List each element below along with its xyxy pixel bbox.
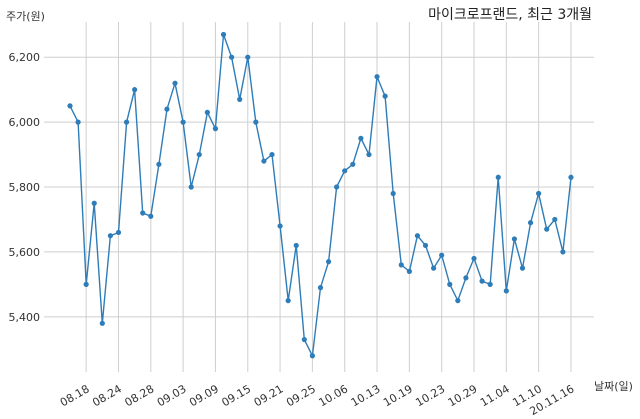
data-point [67, 103, 73, 109]
data-point [164, 106, 170, 112]
data-point [358, 135, 364, 141]
data-point [342, 168, 348, 174]
data-point [552, 216, 558, 223]
data-point [261, 158, 267, 164]
data-point [140, 210, 146, 216]
data-point [350, 161, 356, 167]
x-tick-label: 10.19 [381, 382, 415, 409]
data-point [253, 119, 259, 125]
data-point [495, 174, 501, 180]
data-point [188, 184, 194, 190]
data-point [519, 265, 526, 271]
x-tick-label: 11.04 [478, 382, 512, 409]
data-point [75, 119, 81, 125]
x-tick-label: 09.09 [187, 382, 221, 409]
data-point [204, 109, 210, 115]
data-point [317, 285, 324, 291]
data-point [148, 213, 154, 219]
data-point [83, 281, 89, 287]
x-tick-label: 08.24 [90, 382, 124, 409]
data-point [107, 233, 113, 239]
data-point [422, 242, 429, 249]
data-point [431, 265, 437, 271]
x-tick-label: 09.03 [155, 382, 189, 409]
data-point [269, 151, 275, 158]
data-point [366, 151, 372, 158]
data-point [406, 268, 412, 274]
series-line [69, 34, 572, 359]
y-tick-label: 5,800 [9, 181, 41, 194]
data-point [325, 259, 332, 265]
y-tick-label: 5,400 [9, 311, 41, 324]
data-point [374, 74, 380, 80]
data-point [527, 220, 534, 226]
chart-title: 마이크로프랜드, 최근 3개월 [428, 7, 592, 23]
x-tick-label: 09.25 [284, 382, 318, 409]
data-point [293, 242, 299, 249]
y-tick-label: 6,000 [9, 116, 41, 129]
data-point [471, 255, 477, 262]
data-point [479, 278, 485, 284]
data-point [115, 229, 122, 236]
data-point [568, 174, 574, 180]
data-point [99, 320, 105, 326]
y-tick-label: 5,600 [9, 246, 41, 259]
x-tick-label: 10.06 [316, 382, 350, 409]
data-point [447, 281, 453, 287]
data-point [285, 298, 291, 304]
data-point [487, 281, 493, 287]
x-tick-label: 10.23 [413, 382, 447, 409]
x-axis-label: 날짜(일) [594, 380, 633, 393]
data-point [172, 80, 178, 86]
data-point [536, 190, 542, 197]
x-tick-label: 08.18 [58, 382, 92, 409]
x-tick-label: 09.15 [219, 382, 253, 409]
x-tick-label: 10.13 [349, 382, 383, 409]
data-point [220, 31, 227, 38]
data-point [544, 226, 550, 232]
data-point [398, 262, 404, 268]
data-point [511, 236, 517, 242]
data-point [439, 252, 445, 258]
data-point [560, 249, 566, 255]
data-point [455, 298, 461, 304]
data-point [180, 119, 186, 125]
data-point [334, 184, 340, 190]
x-tick-label: 10.29 [446, 382, 480, 409]
data-point [503, 288, 509, 294]
data-point [196, 151, 202, 158]
data-point [301, 336, 307, 343]
data-point [229, 54, 235, 60]
data-point [132, 87, 138, 93]
data-point [237, 96, 243, 102]
x-tick-label: 09.21 [252, 382, 286, 409]
data-point [414, 233, 421, 239]
data-point [277, 223, 283, 229]
data-point [390, 190, 396, 197]
y-tick-label: 6,200 [9, 51, 41, 64]
x-tick-label: 08.28 [123, 382, 157, 409]
data-point [123, 119, 130, 125]
data-point [382, 93, 388, 99]
y-axis-label: 주가(원) [6, 10, 45, 23]
data-point [212, 126, 219, 132]
data-point [91, 200, 97, 206]
data-point [463, 275, 469, 281]
data-point [309, 353, 315, 359]
data-point [245, 54, 251, 60]
data-point [156, 161, 162, 167]
